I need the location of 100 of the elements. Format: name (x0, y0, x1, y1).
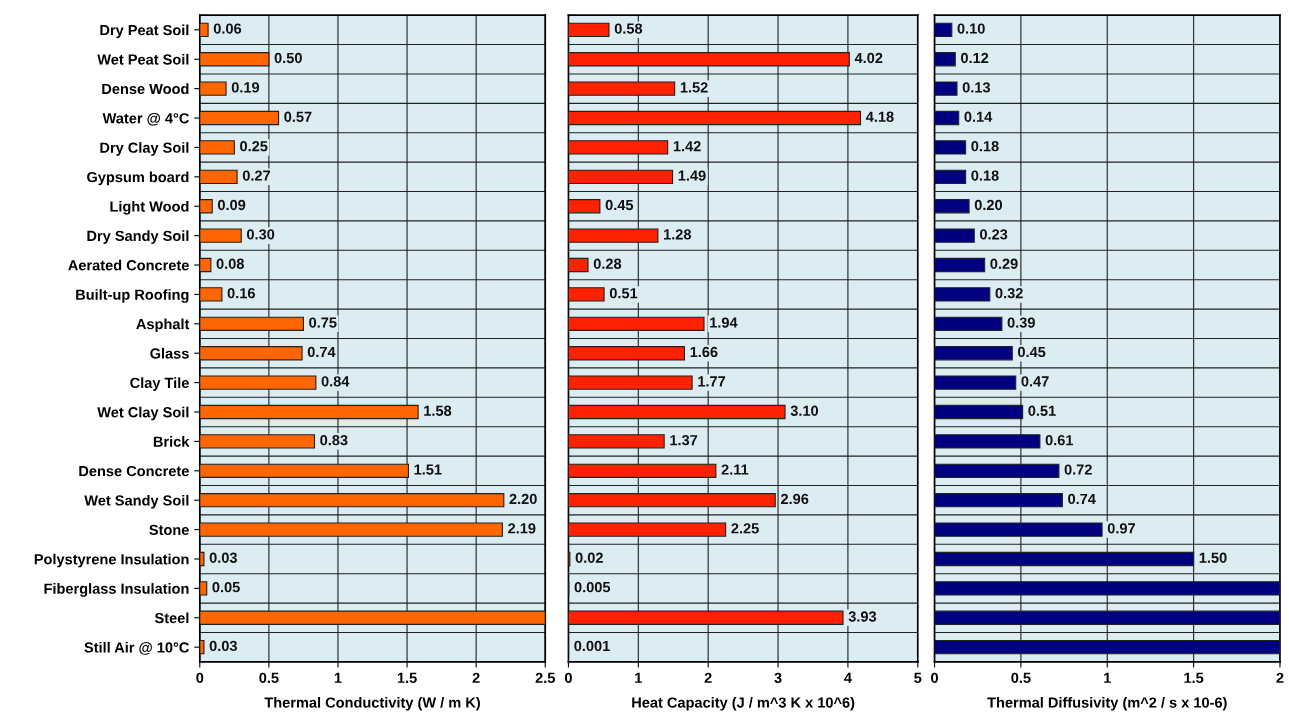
data-label: 0.32 (995, 288, 1023, 299)
bar (934, 140, 967, 155)
bar (199, 551, 205, 567)
data-label: 0.06 (213, 23, 242, 34)
x-tick-label: 5 (914, 672, 922, 684)
x-tick-label: 2 (472, 672, 480, 683)
bar (934, 52, 956, 67)
bar (199, 581, 208, 596)
bar (934, 110, 960, 126)
x-tick-label: 4 (844, 672, 852, 683)
y-tick-label: Brick (153, 436, 190, 447)
x-tick-label: 2 (1276, 672, 1284, 683)
data-label: 0.72 (1064, 464, 1092, 475)
data-label: 0.09 (217, 199, 246, 211)
x-tick-label: 1.5 (1184, 672, 1204, 684)
data-label: 0.75 (309, 317, 337, 328)
data-label: 0.47 (1021, 376, 1049, 387)
data-label: 2.11 (721, 464, 749, 475)
data-label: 0.84 (321, 376, 350, 387)
data-label: 2.96 (780, 493, 809, 505)
bar (199, 22, 209, 38)
data-label: 2.25 (731, 523, 759, 534)
data-label: 0.83 (320, 434, 348, 446)
bar (934, 346, 1013, 361)
data-label: 0.27 (242, 170, 271, 181)
data-label: 0.74 (1068, 493, 1096, 505)
bar (934, 287, 991, 302)
y-tick-label: Water @ 4°C (102, 112, 189, 126)
y-tick-label: Steel (154, 612, 189, 624)
data-label: 1.37 (670, 434, 698, 446)
data-label: 1.66 (690, 346, 718, 358)
data-label: 0.08 (216, 258, 244, 269)
data-label: 0.45 (1018, 346, 1046, 358)
data-label: 0.12 (961, 52, 989, 64)
data-label: 1.52 (680, 82, 708, 93)
data-label: 0.74 (307, 346, 336, 358)
data-label: 0.02 (575, 552, 603, 563)
data-label: 0.001 (574, 640, 610, 652)
data-label: 4.02 (854, 52, 883, 64)
y-tick-label: Built-up Roofing (76, 289, 189, 303)
x-axis-title: Heat Capacity (J / m^3 K x 10^6) (632, 697, 855, 711)
x-axis-title: Thermal Conductivity (W / m K) (264, 697, 480, 711)
bar (934, 199, 970, 214)
data-label: 0.39 (1007, 317, 1035, 328)
data-label: 1.50 (1199, 552, 1227, 563)
data-label: 0.03 (209, 552, 237, 563)
y-tick-label: Wet Peat Soil (97, 53, 189, 65)
data-label: 0.61 (1045, 434, 1074, 446)
y-tick-label: Dry Peat Soil (100, 24, 189, 39)
y-tick-label: Wet Sandy Soil (84, 494, 189, 509)
bar (199, 169, 238, 184)
x-tick-label: 1 (1104, 672, 1111, 683)
bar (199, 228, 242, 243)
y-tick-label: Stone (149, 524, 189, 536)
data-label: 0.45 (605, 199, 634, 211)
bar (934, 81, 958, 96)
bar (568, 287, 605, 302)
data-label: 0.51 (1028, 405, 1056, 416)
data-label: 0.005 (574, 581, 611, 593)
bar (568, 199, 601, 214)
x-tick-label: 0 (931, 672, 938, 684)
data-label: 0.25 (240, 141, 268, 152)
y-tick-label: Aerated Concrete (68, 259, 189, 271)
y-tick-label: Dense Concrete (79, 465, 189, 477)
bar (568, 257, 589, 273)
y-tick-label: Clay Tile (130, 377, 189, 391)
y-tick-label: Dense Wood (102, 83, 189, 95)
data-label: 4.18 (865, 111, 894, 122)
data-label: 1.28 (664, 229, 692, 240)
data-label: 0.57 (284, 111, 312, 122)
data-label: 0.97 (1107, 523, 1135, 534)
y-tick-label: Wet Clay Soil (97, 406, 189, 421)
data-label: 1.77 (698, 376, 726, 387)
x-tick-label: 1 (635, 672, 642, 683)
data-label: 0.50 (274, 52, 302, 64)
data-label: 0.23 (980, 229, 1008, 240)
x-tick-label: 0 (196, 672, 204, 684)
y-tick-label: Polystyrene Insulation (34, 553, 189, 568)
y-tick-label: Gypsum board (87, 171, 189, 186)
data-label: 0.18 (971, 170, 999, 181)
bar (934, 169, 967, 184)
data-label: 0.16 (227, 288, 255, 299)
bar (199, 257, 212, 273)
bar (199, 199, 213, 214)
x-axis-title: Thermal Diffusivity (m^2 / s x 10-6) (987, 697, 1227, 711)
bar (199, 640, 205, 655)
data-label: 3.93 (848, 611, 877, 622)
y-tick-label: Asphalt (136, 318, 190, 333)
data-label: 1.42 (673, 141, 701, 152)
bar (934, 375, 1017, 390)
data-label: 0.10 (957, 23, 985, 34)
x-tick-label: 0 (564, 672, 572, 684)
data-label: 1.58 (424, 405, 452, 416)
data-label: 0.03 (209, 640, 237, 652)
data-label: 0.51 (609, 288, 638, 299)
data-label: 0.58 (614, 23, 643, 34)
x-tick-label: 2.5 (535, 672, 555, 684)
data-label: 0.28 (593, 258, 622, 269)
y-tick-label: Light Wood (110, 200, 189, 215)
bar (199, 287, 223, 302)
